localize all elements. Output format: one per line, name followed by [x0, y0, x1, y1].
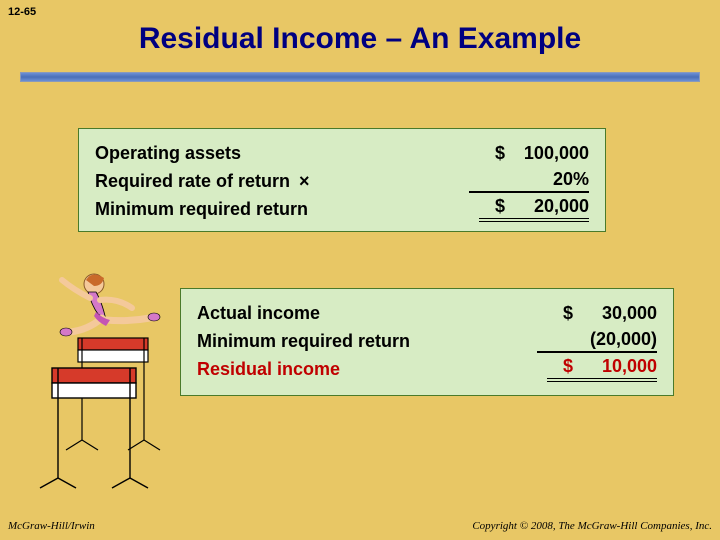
title-bar — [20, 72, 700, 82]
dollar-sign: $ — [563, 356, 573, 377]
row-label: Minimum required return — [197, 331, 410, 352]
row-value: 100,000 — [509, 143, 589, 164]
table-row: Actual income $ 30,000 — [197, 299, 657, 327]
page-title: Residual Income – An Example — [0, 22, 720, 56]
row-label: Actual income — [197, 303, 320, 324]
row-label: Minimum required return — [95, 199, 308, 220]
row-value: (20,000) — [537, 329, 657, 353]
row-label: Operating assets — [95, 143, 241, 164]
table-row: Operating assets $ 100,000 — [95, 139, 589, 167]
hurdler-illustration — [32, 272, 177, 492]
row-value: 30,000 — [577, 303, 657, 324]
table-row: Residual income $ 10,000 — [197, 355, 657, 383]
row-value: 20% — [469, 169, 589, 193]
table-row: Required rate of return × 20% — [95, 167, 589, 195]
slide-number: 12-65 — [8, 6, 36, 18]
footer-right: Copyright © 2008, The McGraw-Hill Compan… — [472, 520, 712, 532]
footer-left: McGraw-Hill/Irwin — [8, 520, 95, 532]
table-row: Minimum required return (20,000) — [197, 327, 657, 355]
row-label: Required rate of return — [95, 171, 290, 191]
dollar-sign: $ — [563, 303, 573, 324]
calc-box-1: Operating assets $ 100,000 Required rate… — [78, 128, 606, 232]
row-value: 20,000 — [509, 196, 589, 217]
table-row: Minimum required return $ 20,000 — [95, 195, 589, 223]
calc-box-2: Actual income $ 30,000 Minimum required … — [180, 288, 674, 396]
row-label: Residual income — [197, 359, 340, 380]
dollar-sign: $ — [495, 143, 505, 164]
row-value: 10,000 — [577, 356, 657, 377]
dollar-sign: $ — [495, 196, 505, 217]
operator: × — [299, 171, 316, 191]
